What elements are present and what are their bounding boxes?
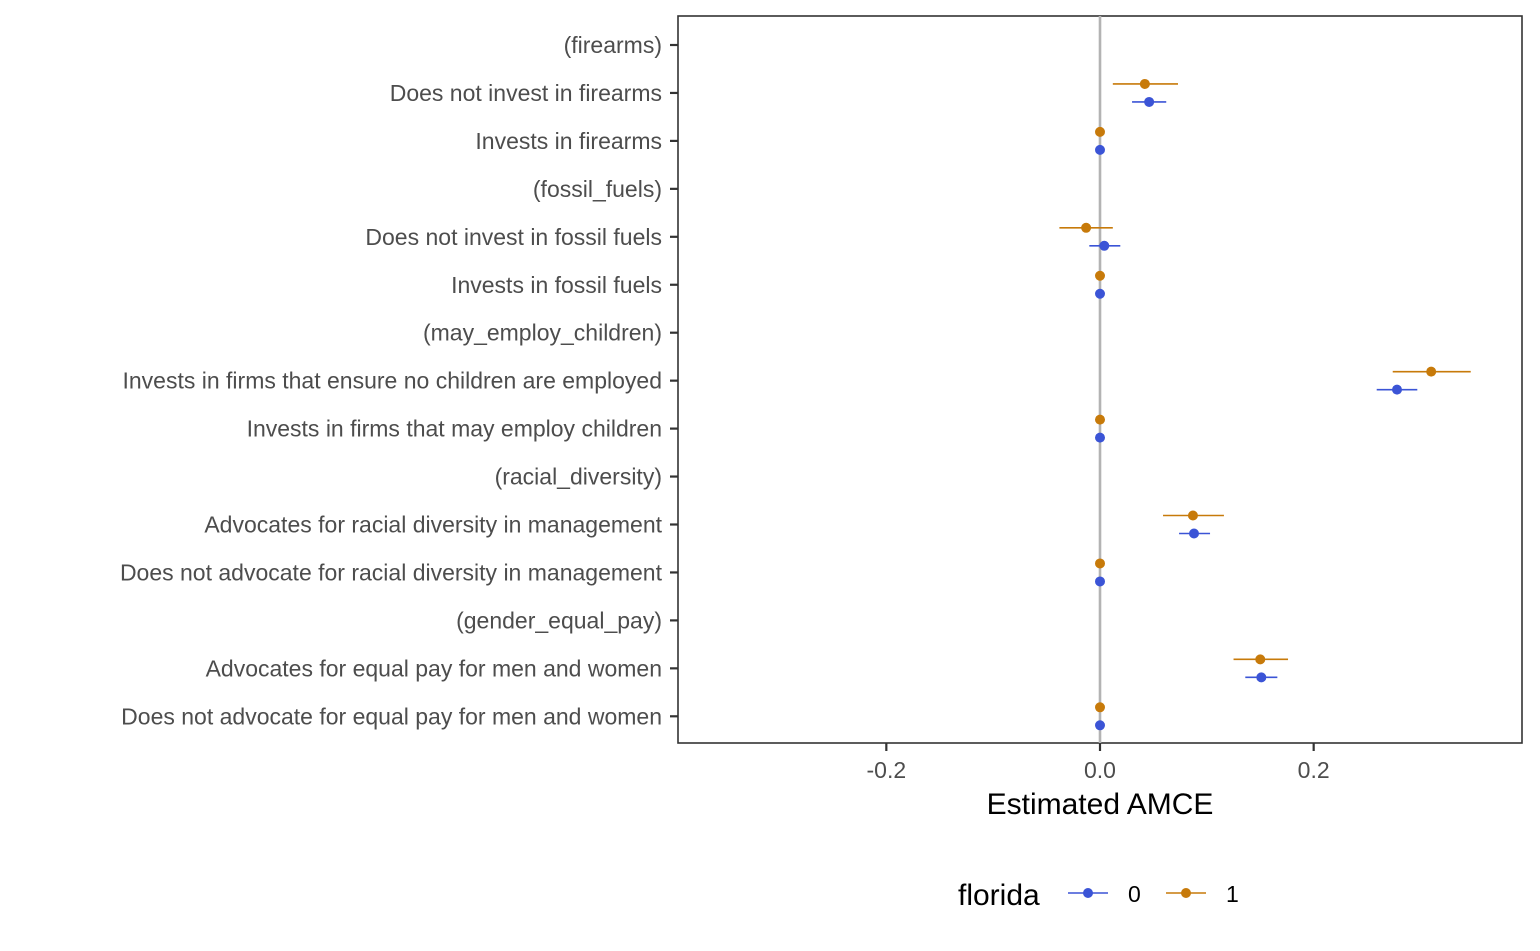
legend-key-point <box>1181 888 1191 898</box>
estimate-point <box>1187 510 1198 521</box>
x-axis-title: Estimated AMCE <box>987 788 1214 821</box>
estimate-point <box>1081 222 1092 233</box>
data-marks <box>1059 78 1471 731</box>
estimate-point <box>1189 528 1200 539</box>
estimate-point <box>1426 366 1437 377</box>
y-tick-label: (may_employ_children) <box>423 320 662 346</box>
legend-key-0: 0 <box>1068 881 1141 907</box>
legend-title: florida <box>958 879 1040 912</box>
estimate-point <box>1095 558 1105 569</box>
y-tick-label: Does not invest in fossil fuels <box>365 224 662 250</box>
x-tick-label: -0.2 <box>867 757 907 783</box>
legend: florida 0 1 <box>958 879 1239 912</box>
x-axis: -0.2 0.0 0.2 <box>867 743 1330 783</box>
y-tick-label: (gender_equal_pay) <box>456 607 662 633</box>
y-tick-label: Advocates for racial diversity in manage… <box>204 512 662 538</box>
estimate-point <box>1256 672 1267 683</box>
estimate-point <box>1139 78 1150 89</box>
y-tick-label: Invests in firearms <box>475 128 662 154</box>
y-tick-label: Advocates for equal pay for men and wome… <box>206 655 662 681</box>
estimate-point <box>1255 654 1266 665</box>
estimate-point <box>1095 702 1105 713</box>
y-tick-label: Does not invest in firearms <box>390 80 662 106</box>
y-tick-label: Does not advocate for equal pay for men … <box>121 703 662 729</box>
estimate-point <box>1392 384 1403 395</box>
y-tick-label: (firearms) <box>564 32 662 58</box>
x-tick-label: 0.0 <box>1084 757 1116 783</box>
y-tick-label: Does not advocate for racial diversity i… <box>120 559 663 585</box>
y-tick-label: Invests in fossil fuels <box>451 272 662 298</box>
estimate-point <box>1095 144 1105 155</box>
legend-key-point <box>1083 888 1093 898</box>
estimate-point <box>1095 720 1105 731</box>
estimate-point <box>1095 270 1105 281</box>
legend-key-1: 1 <box>1166 881 1239 907</box>
estimate-point <box>1095 126 1105 137</box>
estimate-point <box>1144 96 1155 107</box>
estimate-point <box>1095 414 1105 425</box>
legend-label: 1 <box>1226 881 1239 907</box>
y-tick-label: Invests in firms that may employ childre… <box>247 416 662 442</box>
y-tick-label: (racial_diversity) <box>495 464 662 490</box>
series-0 <box>1089 96 1418 731</box>
series-1 <box>1059 78 1471 713</box>
estimate-point <box>1099 240 1110 251</box>
x-tick-label: 0.2 <box>1298 757 1330 783</box>
y-axis: (firearms) Does not invest in firearms Inv… <box>120 32 678 729</box>
y-tick-label: (fossil_fuels) <box>533 176 662 202</box>
legend-label: 0 <box>1128 881 1141 907</box>
estimate-point <box>1095 576 1105 587</box>
estimate-point <box>1095 288 1105 299</box>
y-tick-label: Invests in firms that ensure no children… <box>123 368 663 394</box>
estimate-point <box>1095 432 1105 443</box>
